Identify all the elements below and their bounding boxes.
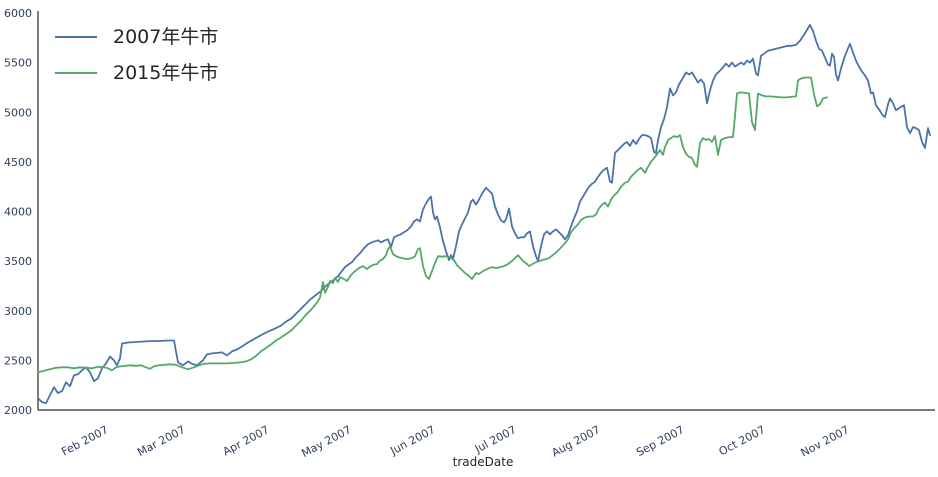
x-tick-label: Apr 2007 (221, 423, 272, 458)
y-tick-label: 4500 (4, 156, 32, 169)
y-tick-label: 5500 (4, 57, 32, 70)
legend: 2007年牛市 2015年牛市 (55, 24, 218, 86)
series-lines (37, 23, 931, 405)
legend-item-2007: 2007年牛市 (55, 24, 218, 50)
y-tick-label: 5000 (4, 106, 32, 119)
x-tick-label: Jun 2007 (387, 423, 437, 458)
legend-label-2007: 2007年牛市 (113, 26, 219, 48)
y-tick-label: 6000 (4, 7, 32, 20)
x-axis-title: tradeDate (453, 455, 514, 469)
x-tick-label: Mar 2007 (135, 423, 187, 459)
x-tick-label: Sep 2007 (634, 423, 686, 459)
axes-spines (37, 11, 935, 411)
y-axis-ticks: 2000 2500 3000 3500 4000 4500 5000 5500 6000 (4, 7, 32, 417)
y-tick-label: 2500 (4, 354, 32, 367)
legend-label-2015: 2015年牛市 (113, 62, 219, 84)
series-line-2007年牛市 (37, 23, 931, 405)
x-tick-label: Feb 2007 (59, 423, 110, 458)
legend-item-2015: 2015年牛市 (55, 60, 218, 86)
legend-line-swatch-2015 (55, 72, 97, 74)
x-tick-label: May 2007 (299, 423, 353, 460)
series-line-2015年牛市 (37, 76, 828, 374)
y-tick-label: 3000 (4, 305, 32, 318)
legend-line-swatch-2007 (55, 36, 97, 38)
x-tick-label: Aug 2007 (550, 423, 603, 459)
y-tick-label: 2000 (4, 404, 32, 417)
y-tick-label: 4000 (4, 206, 32, 219)
y-tick-label: 3500 (4, 255, 32, 268)
x-tick-label: Nov 2007 (799, 423, 852, 459)
x-tick-label: Oct 2007 (717, 423, 768, 458)
x-tick-label: Jul 2007 (472, 423, 519, 456)
